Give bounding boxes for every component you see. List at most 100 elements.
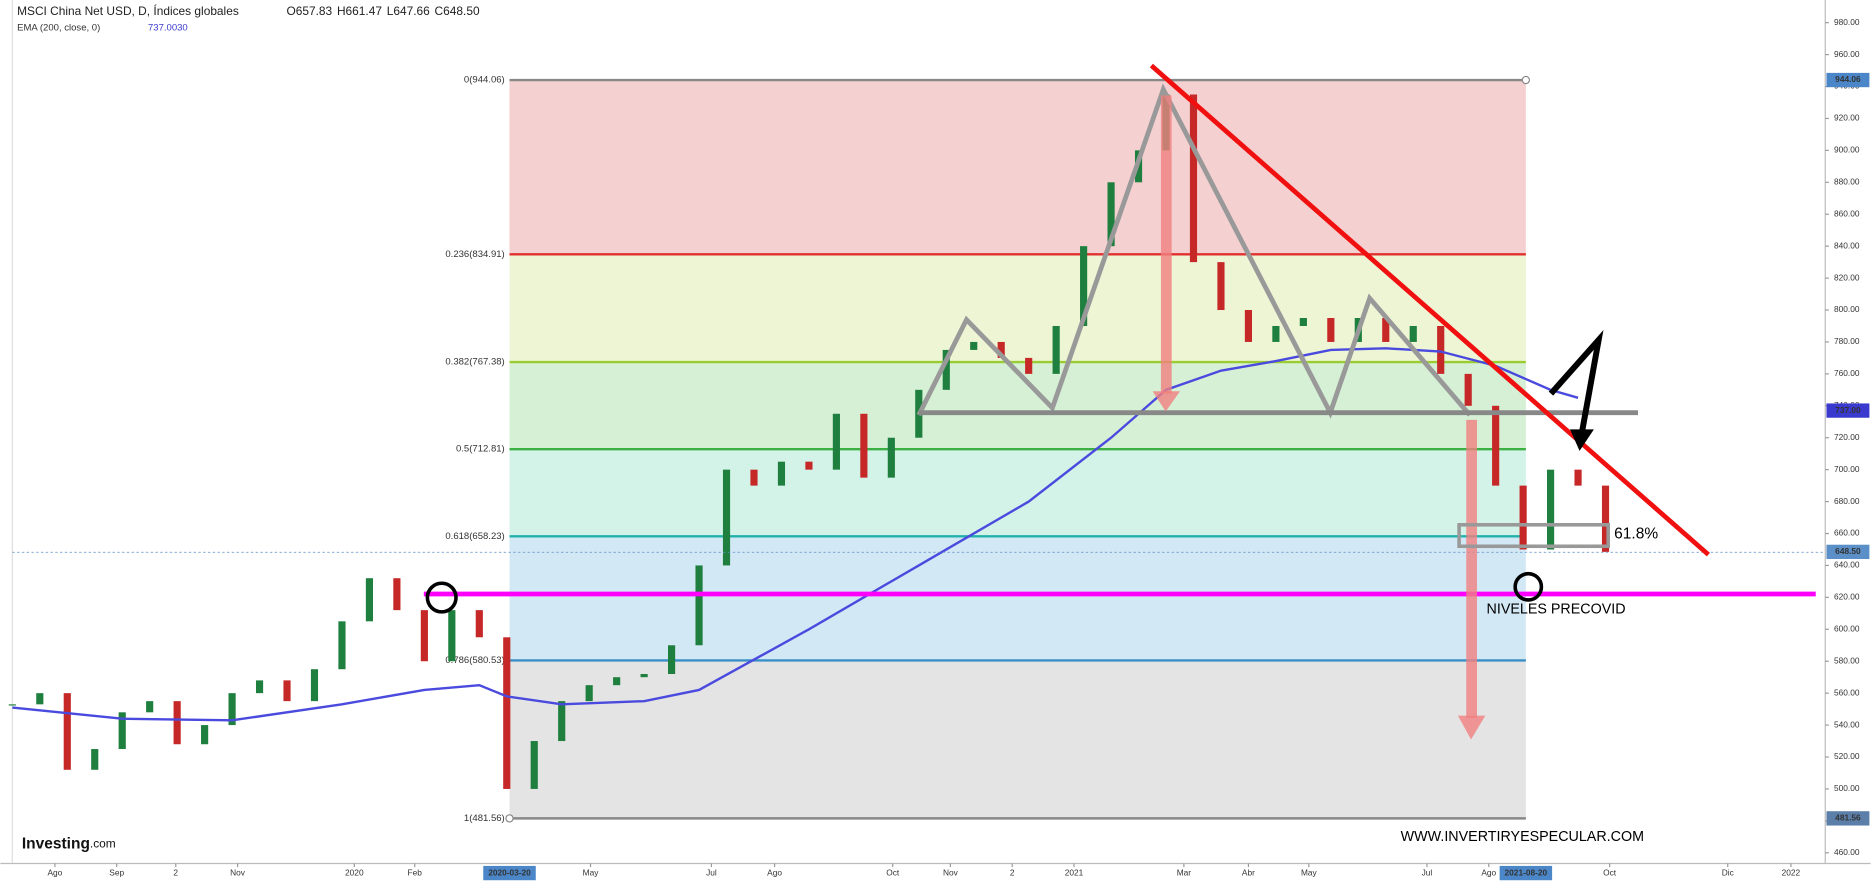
candle: [558, 701, 566, 742]
black-arrow: [1548, 330, 1604, 440]
fib-zone: [509, 660, 1526, 819]
arrow: [1466, 419, 1477, 719]
y-tick-label: 760.00: [1834, 368, 1860, 378]
y-tick-label: 600.00: [1834, 624, 1860, 634]
circle: [1513, 571, 1544, 602]
x-tick-label: Nov: [943, 867, 959, 877]
candle: [750, 469, 758, 486]
candle: [201, 725, 209, 745]
candle: [1189, 94, 1198, 263]
candle: [695, 565, 703, 646]
y-tick-label: 580.00: [1834, 655, 1860, 665]
candle: [118, 712, 126, 750]
candle: [365, 578, 374, 622]
fib-handle: [505, 814, 514, 823]
price-tag: [1826, 403, 1870, 418]
header: MSCI China Net USD, D, Índices globales O…: [17, 3, 480, 33]
candle: [805, 461, 813, 470]
candle: [1547, 469, 1555, 550]
x-tick-label: Oct: [886, 867, 900, 877]
candle: [338, 621, 346, 670]
candle: [1382, 317, 1390, 342]
candle: [1574, 469, 1582, 486]
price-tag-label: 481.56: [1835, 813, 1861, 823]
arrow: [1160, 95, 1172, 394]
x-tick-label: Oct: [1603, 867, 1617, 877]
x-tick-label: Jul: [706, 867, 717, 877]
y-tick-label: 900.00: [1834, 145, 1860, 155]
y-tick-label: 640.00: [1834, 560, 1860, 570]
candle: [832, 413, 840, 470]
y-tick-label: 660.00: [1834, 528, 1860, 538]
y-tick-label: 960.00: [1834, 49, 1860, 59]
fib-zone: [509, 254, 1526, 363]
interval: , D, Índices globales: [132, 3, 239, 18]
logo: Investing.com: [22, 836, 116, 853]
fib-zone: [509, 80, 1526, 255]
annotation: NIVELES PRECOVID: [1487, 601, 1626, 617]
fib-zone: [509, 362, 1526, 450]
fib-label: 0(944.06): [464, 75, 505, 86]
candle: [970, 341, 978, 350]
x-tick-label: 2: [1010, 867, 1015, 877]
y-tick-label: 460.00: [1834, 847, 1860, 857]
y-tick-label: 800.00: [1834, 304, 1860, 314]
candle: [1409, 325, 1417, 342]
x-tick-label: Ago: [47, 867, 62, 877]
candle: [503, 637, 511, 789]
fib-handle: [1521, 75, 1531, 85]
pattern: [916, 83, 1472, 419]
fib-label: 1(481.56): [464, 813, 505, 824]
x-tick-label: 2: [173, 867, 178, 877]
y-tick-label: 880.00: [1834, 177, 1860, 187]
fib-label: 0.618(658.23): [445, 531, 504, 542]
trendline: [1149, 63, 1710, 557]
drawings: 61.8% NIVELES PRECOVID WWW.INVERTIRYESPE…: [12, 63, 1826, 853]
box: [1457, 523, 1610, 549]
x-marker-label: 2021-08-20: [1505, 867, 1548, 877]
logo-text: Investing: [22, 836, 90, 853]
arrow-head: [1457, 715, 1486, 740]
candle: [1025, 357, 1033, 374]
candle: [91, 749, 99, 770]
candle: [448, 610, 456, 662]
fib-label: 0.5(712.81): [456, 444, 505, 455]
candle: [942, 349, 950, 390]
x-marker-tag: [1499, 865, 1553, 881]
fib-label: 0.786(580.53): [445, 655, 504, 666]
x-tick-label: Mar: [1177, 867, 1192, 877]
x-tick-label: Ago: [767, 867, 782, 877]
candle: [420, 610, 428, 662]
x-marker-tag: [483, 865, 536, 881]
fib-label: 0.382(767.38): [445, 357, 504, 368]
close: C648.50: [435, 4, 480, 18]
candle: [255, 680, 264, 694]
candle: [640, 673, 648, 678]
candle: [475, 610, 483, 638]
candle: [36, 693, 44, 705]
header-title: MSCI China Net USD, D, Índices globales O…: [17, 3, 480, 18]
y-tick-label: 560.00: [1834, 687, 1860, 697]
y-tick-label: 720.00: [1834, 432, 1860, 442]
price-tag: [1826, 544, 1870, 560]
y-tick-label: 860.00: [1834, 208, 1860, 218]
y-tick-label: 920.00: [1834, 113, 1860, 123]
ema-title: EMA (200, close, 0) 737.0030: [17, 22, 188, 33]
candle: [1107, 182, 1115, 247]
price-tag-label: 944.06: [1835, 74, 1861, 84]
x-tick-label: Dic: [1722, 867, 1734, 877]
x-tick-label: Abr: [1242, 867, 1255, 877]
y-tick-label: 820.00: [1834, 272, 1860, 282]
candle: [887, 437, 895, 478]
fib-zone: [509, 536, 1526, 661]
candle: [228, 693, 236, 726]
candle: [1437, 325, 1445, 374]
black-arrow-head: [1570, 429, 1594, 451]
x-tick-label: 2020: [345, 867, 364, 877]
candle: [1519, 485, 1527, 550]
x-marker-label: 2020-03-20: [488, 867, 531, 877]
candle: [310, 669, 319, 702]
y-tick-label: 620.00: [1834, 592, 1860, 602]
